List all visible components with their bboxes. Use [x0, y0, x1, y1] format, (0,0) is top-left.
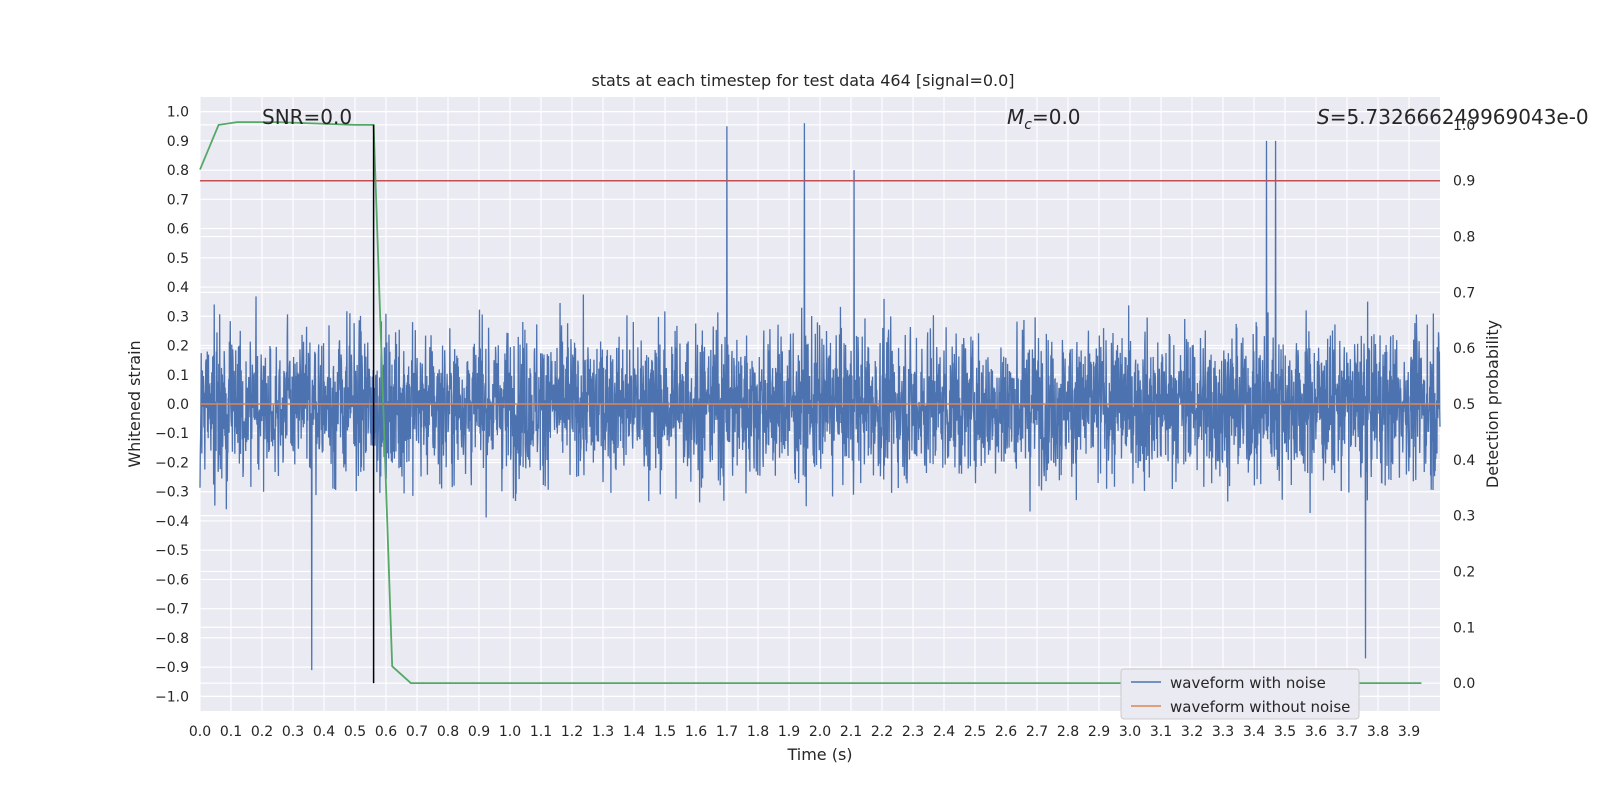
- y2-tick-label: 1.0: [1453, 118, 1475, 134]
- y-tick-label: 0.3: [167, 309, 189, 325]
- x-tick-label: 0.8: [437, 724, 459, 740]
- x-tick-label: 2.4: [933, 724, 955, 740]
- y2-tick-label: 0.2: [1453, 564, 1475, 580]
- x-tick-label: 0.5: [344, 724, 366, 740]
- y2-tick-label: 0.1: [1453, 620, 1475, 636]
- y-tick-label: 0.8: [167, 163, 189, 179]
- y2-tick-label: 0.6: [1453, 341, 1475, 357]
- x-tick-label: 3.7: [1336, 724, 1358, 740]
- chart-title: stats at each timestep for test data 464…: [591, 71, 1014, 90]
- x-tick-label: 1.7: [716, 724, 738, 740]
- y-tick-label: −0.1: [155, 426, 189, 442]
- x-tick-label: 2.9: [1088, 724, 1110, 740]
- x-tick-label: 3.6: [1305, 724, 1327, 740]
- y2-tick-label: 0.9: [1453, 174, 1475, 190]
- y-tick-label: −0.6: [155, 572, 189, 588]
- x-tick-label: 3.4: [1243, 724, 1265, 740]
- x-tick-label: 0.9: [468, 724, 490, 740]
- y2-tick-label: 0.8: [1453, 230, 1475, 246]
- y2-tick-label: 0.7: [1453, 285, 1475, 301]
- y-tick-label: 0.9: [167, 134, 189, 150]
- chirp-mass-annotation: Mc=0.0: [1007, 105, 1081, 133]
- y-tick-label: 0.6: [167, 222, 189, 238]
- snr-annotation: SNR=0.0: [262, 105, 352, 129]
- y-tick-label: 0.4: [167, 280, 189, 296]
- y-tick-label: −0.4: [155, 514, 189, 530]
- x-tick-label: 0.6: [375, 724, 397, 740]
- y-tick-label: −0.2: [155, 455, 189, 471]
- x-tick-label: 2.7: [1026, 724, 1048, 740]
- x-tick-label: 3.8: [1367, 724, 1389, 740]
- y-tick-label: 1.0: [167, 105, 189, 121]
- y2-tick-label: 0.0: [1453, 676, 1475, 692]
- series-line-waveform-with-noise: [199, 123, 1441, 671]
- y-tick-label: −0.3: [155, 485, 189, 501]
- x-tick-label: 0.7: [406, 724, 428, 740]
- x-tick-labels: 0.0 0.1 0.2 0.3 0.4 0.5 0.6 0.7 0.8 0.9 1.0 1.1 1.2 1…: [189, 724, 1420, 740]
- x-tick-label: 3.0: [1119, 724, 1141, 740]
- x-tick-label: 1.3: [592, 724, 614, 740]
- x-tick-label: 1.4: [623, 724, 645, 740]
- x-tick-label: 1.0: [499, 724, 521, 740]
- y2-tick-label: 0.5: [1453, 397, 1475, 413]
- x-tick-label: 1.8: [747, 724, 769, 740]
- x-tick-label: 1.5: [654, 724, 676, 740]
- y-tick-label: −0.9: [155, 660, 189, 676]
- s-symbol: S: [1317, 105, 1330, 129]
- x-tick-label: 3.9: [1398, 724, 1420, 740]
- legend-box: [1120, 668, 1360, 720]
- x-tick-label: 2.8: [1057, 724, 1079, 740]
- x-tick-label: 0.4: [313, 724, 335, 740]
- x-tick-label: 2.0: [809, 724, 831, 740]
- y2-tick-label: 0.4: [1453, 453, 1475, 469]
- chirp-mass-subscript: c: [1024, 117, 1032, 133]
- x-tick-label: 2.3: [902, 724, 924, 740]
- chirp-mass-value: =0.0: [1032, 105, 1081, 129]
- y2-axis-label: Detection probability: [1483, 320, 1502, 488]
- y-tick-label: −0.8: [155, 631, 189, 647]
- y-tick-label: −0.7: [155, 602, 189, 618]
- x-axis-label: Time (s): [786, 745, 852, 764]
- x-tick-label: 3.3: [1212, 724, 1234, 740]
- x-tick-label: 0.2: [251, 724, 273, 740]
- x-tick-label: 2.1: [840, 724, 862, 740]
- x-tick-label: 0.0: [189, 724, 211, 740]
- legend-label-noise: waveform with noise: [1170, 674, 1326, 692]
- x-tick-label: 3.5: [1274, 724, 1296, 740]
- x-tick-label: 1.1: [530, 724, 552, 740]
- x-tick-label: 1.9: [778, 724, 800, 740]
- x-tick-label: 1.6: [685, 724, 707, 740]
- series-line-detection-probability: [199, 121, 1422, 684]
- plot-area: [199, 97, 1441, 711]
- y-tick-label: 0.1: [167, 368, 189, 384]
- legend: waveform with noise waveform without noi…: [1120, 668, 1360, 720]
- s-annotation: S=5.732666249969043e-0: [1317, 105, 1589, 129]
- y-tick-label: −1.0: [155, 689, 189, 705]
- x-tick-label: 0.3: [282, 724, 304, 740]
- x-tick-label: 3.1: [1150, 724, 1172, 740]
- legend-label-clean: waveform without noise: [1170, 698, 1350, 716]
- series-layer: [199, 121, 1441, 684]
- y2-tick-label: 0.3: [1453, 509, 1475, 525]
- x-tick-label: 1.2: [561, 724, 583, 740]
- x-tick-label: 3.2: [1181, 724, 1203, 740]
- y2-tick-labels: 1.0 0.9 0.8 0.7 0.6 0.5 0.4 0.3 0.2 0.1 0.0: [1453, 118, 1475, 692]
- x-tick-label: 0.1: [220, 724, 242, 740]
- s-value: =5.732666249969043e-0: [1330, 105, 1589, 129]
- y-tick-label: −0.5: [155, 543, 189, 559]
- y-tick-labels: 1.0 0.9 0.8 0.7 0.6 0.5 0.4 0.3 0.2 0.1 0.0 −0.1 −0.…: [155, 105, 189, 706]
- y-axis-label: Whitened strain: [125, 340, 144, 467]
- x-tick-label: 2.5: [964, 724, 986, 740]
- y-tick-label: 0.7: [167, 192, 189, 208]
- x-tick-label: 2.6: [995, 724, 1017, 740]
- chirp-mass-symbol: M: [1007, 105, 1024, 129]
- y-tick-label: 0.2: [167, 339, 189, 355]
- y-tick-label: 0.0: [167, 397, 189, 413]
- x-tick-label: 2.2: [871, 724, 893, 740]
- y-tick-label: 0.5: [167, 251, 189, 267]
